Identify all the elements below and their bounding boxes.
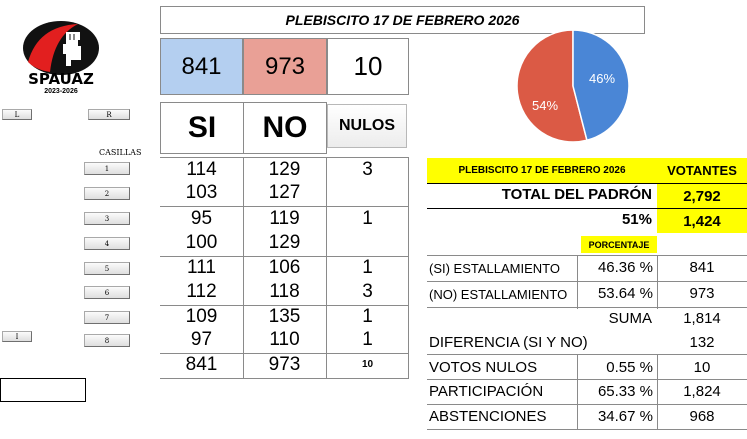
participacion-pct: 65.33 % [597,383,653,400]
votos-nulos-pct: 0.55 % [606,359,653,376]
si-estallamiento-pct: 46.36 % [597,259,653,276]
table-row: 103 127 [160,182,409,206]
i-button[interactable]: I [2,331,32,342]
nulos-cell: 3 [362,281,373,302]
no-cell: 135 [268,306,301,327]
no-cell: 129 [268,159,301,180]
casillas-table: 114 129 3 103 127 95 119 1 100 129 111 1… [160,157,409,379]
summary-header-votantes: VOTANTES [657,158,747,183]
logo-text: SPAUAZ [28,70,94,88]
casilla-button-3[interactable]: 3 [84,212,130,225]
table-row: 95 119 1 [160,208,409,232]
si-estallamiento-label: (SI) ESTALLAMIENTO [429,261,560,276]
no-estallamiento-pct: 53.64 % [597,285,653,302]
si-total-box: 841 [160,38,243,95]
no-cell: 129 [268,232,301,253]
nulos-cell: 1 [362,208,373,229]
nulos-cell: 1 [362,306,373,327]
table-row: 112 118 3 [160,281,409,305]
porcentaje-label: PORCENTAJE [581,236,657,253]
si-cell: 109 [185,306,218,327]
suma-label: SUMA [608,310,652,327]
no-total-box: 973 [243,38,327,95]
empty-input-box[interactable] [0,378,86,402]
pie-slice-no [516,29,588,143]
abstenciones-label: ABSTENCIONES [429,408,547,425]
r-button[interactable]: R [88,109,130,120]
si-estallamiento-value: 841 [689,259,715,276]
no-cell: 110 [269,329,300,350]
table-row: 100 129 [160,232,409,256]
si-header: SI [160,102,243,154]
nulos-cell: 3 [362,159,373,180]
pie-slice-si [572,29,630,142]
table-row: 97 110 1 [160,329,409,353]
summary-header-title: PLEBISCITO 17 DE FEBRERO 2026 [427,158,657,183]
sum-row: 841 973 10 [160,354,409,378]
nulos-cell: 1 [362,257,373,278]
casilla-button-7[interactable]: 7 [84,311,130,324]
si-sum-cell: 841 [185,354,218,375]
no-cell: 127 [268,182,301,203]
spauaz-logo: SPAUAZ 2023-2026 [20,18,102,96]
si-cell: 111 [187,257,216,278]
table-row: 109 135 1 [160,306,409,330]
pie-label-no: 54% [532,98,558,113]
si-cell: 100 [185,232,218,253]
si-cell: 112 [186,281,217,302]
results-pie-chart: 46% 54% [516,29,630,143]
pct51-value: 51% [621,211,652,228]
diferencia-label: DIFERENCIA (SI Y NO) [429,334,588,351]
casilla-button-2[interactable]: 2 [84,187,130,200]
si-cell: 103 [185,182,218,203]
casilla-button-5[interactable]: 5 [84,262,130,275]
no-cell: 106 [268,257,301,278]
nulos-cell: 1 [362,329,373,350]
nulos-header: NULOS [327,104,407,148]
votantes-value: 1,424 [657,209,747,233]
logo-years: 2023-2026 [44,88,78,95]
pie-label-si: 46% [589,71,615,86]
abstenciones-value: 968 [689,408,715,425]
padron-value: 2,792 [657,184,747,208]
fist-logo-icon [23,21,99,75]
nulos-total-box: 10 [327,38,409,95]
si-cell: 114 [186,159,217,180]
no-header: NO [243,102,327,154]
padron-label: TOTAL DEL PADRÓN [501,186,652,203]
no-cell: 119 [269,208,300,229]
table-row: 111 106 1 [160,257,409,281]
casilla-button-4[interactable]: 4 [84,237,130,250]
votos-nulos-label: VOTOS NULOS [429,359,538,376]
page-title: PLEBISCITO 17 DE FEBRERO 2026 [160,6,645,34]
no-estallamiento-label: (NO) ESTALLAMIENTO [429,287,568,302]
casillas-label: CASILLAS [99,148,142,157]
suma-value: 1,814 [683,310,721,327]
casilla-button-8[interactable]: 8 [84,334,130,347]
no-estallamiento-value: 973 [689,285,715,302]
diferencia-value: 132 [689,334,715,351]
participacion-label: PARTICIPACIÓN [429,383,544,400]
no-sum-cell: 973 [268,354,301,375]
si-cell: 97 [190,329,213,350]
casilla-button-6[interactable]: 6 [84,286,130,299]
si-cell: 95 [190,208,213,229]
casilla-button-1[interactable]: 1 [84,162,130,175]
votos-nulos-value: 10 [693,359,711,376]
table-row: 114 129 3 [160,158,409,182]
no-cell: 118 [269,281,300,302]
nulos-sum-cell: 10 [361,358,374,370]
abstenciones-pct: 34.67 % [597,408,653,425]
l-button[interactable]: L [2,109,32,120]
participacion-value: 1,824 [683,383,721,400]
